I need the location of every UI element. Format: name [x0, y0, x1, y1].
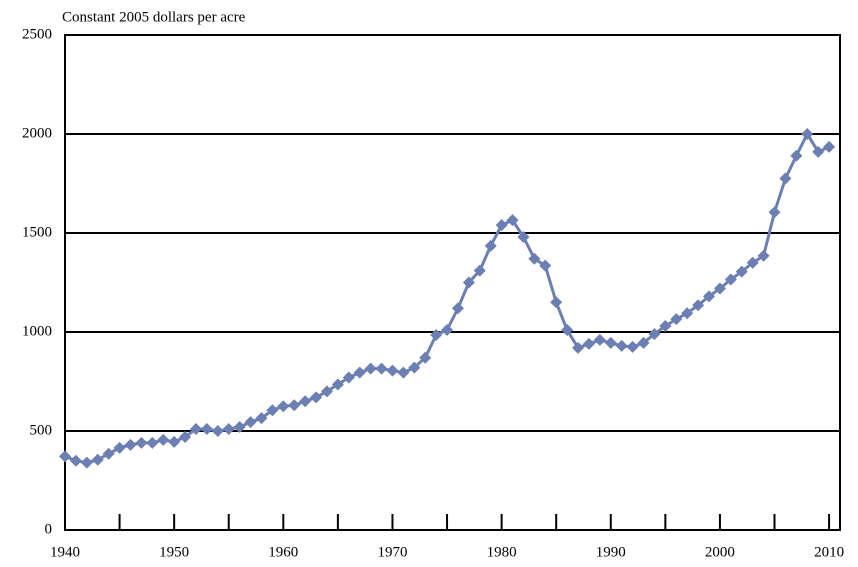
marker	[462, 276, 475, 289]
marker	[670, 313, 683, 326]
y-tick-label: 1500	[22, 224, 52, 240]
marker	[790, 149, 803, 162]
marker	[244, 416, 257, 429]
marker	[408, 361, 421, 374]
marker	[91, 453, 104, 466]
marker	[648, 327, 661, 340]
marker	[724, 273, 737, 286]
marker	[615, 339, 628, 352]
marker	[659, 320, 672, 333]
marker	[735, 265, 748, 278]
x-tick-label: 1960	[268, 544, 298, 560]
x-tick-label: 1990	[596, 544, 626, 560]
marker	[135, 436, 148, 449]
marker	[211, 425, 224, 437]
x-tick-label: 2010	[814, 544, 844, 560]
marker	[517, 230, 530, 243]
marker	[331, 378, 344, 391]
marker	[364, 362, 377, 375]
marker	[189, 423, 202, 436]
marker	[637, 336, 650, 349]
marker	[713, 282, 726, 295]
marker	[768, 206, 781, 219]
marker	[484, 239, 497, 252]
marker	[233, 421, 246, 434]
marker	[812, 145, 825, 158]
marker	[441, 324, 454, 337]
marker	[168, 435, 181, 448]
marker	[495, 219, 508, 232]
marker	[397, 366, 410, 379]
marker	[746, 256, 759, 269]
marker	[539, 259, 552, 272]
marker	[430, 328, 443, 341]
plot-frame	[64, 34, 841, 531]
x-tick-label: 1940	[50, 544, 80, 560]
y-tick-label: 500	[30, 422, 53, 438]
marker	[550, 296, 563, 309]
marker	[703, 290, 716, 303]
marker	[779, 172, 792, 185]
y-tick-label: 2500	[22, 26, 52, 42]
marker	[69, 454, 82, 467]
marker	[124, 438, 137, 451]
line	[64, 130, 830, 465]
x-tick-label: 1950	[159, 544, 189, 560]
marker	[80, 456, 93, 469]
marker	[604, 336, 617, 349]
marker	[593, 333, 606, 346]
marker	[146, 436, 159, 449]
x-tick-label: 1980	[487, 544, 517, 560]
x-tick-label: 1970	[377, 544, 407, 560]
marker	[179, 430, 192, 443]
marker	[157, 433, 170, 446]
marker	[102, 447, 115, 460]
marker	[222, 423, 235, 436]
marker	[473, 264, 486, 277]
y-tick-label: 1000	[22, 323, 52, 339]
marker	[342, 371, 355, 384]
marker	[451, 302, 464, 315]
marker	[266, 404, 279, 417]
marker	[823, 140, 836, 153]
marker	[113, 441, 126, 454]
marker	[255, 412, 268, 425]
marker	[582, 337, 595, 350]
marker	[310, 391, 323, 404]
marker	[572, 341, 585, 354]
y-tick-label: 2000	[22, 125, 52, 141]
marker	[299, 395, 312, 408]
y-tick-label: 0	[45, 521, 53, 537]
marker	[277, 400, 290, 413]
marker	[528, 252, 541, 265]
marker	[288, 399, 301, 412]
marker	[626, 340, 639, 353]
marker	[681, 307, 694, 320]
marker	[200, 423, 213, 436]
marker	[353, 366, 366, 379]
marker	[320, 385, 333, 398]
marker	[801, 128, 814, 140]
marker	[419, 351, 432, 364]
x-tick-label: 2000	[705, 544, 735, 560]
marker	[59, 450, 71, 463]
marker	[757, 249, 770, 262]
marker	[386, 364, 399, 377]
marker	[692, 299, 705, 312]
marker	[375, 362, 388, 375]
marker	[506, 214, 519, 227]
y-axis-label: Constant 2005 dollars per acre	[62, 9, 246, 25]
marker	[561, 324, 574, 337]
